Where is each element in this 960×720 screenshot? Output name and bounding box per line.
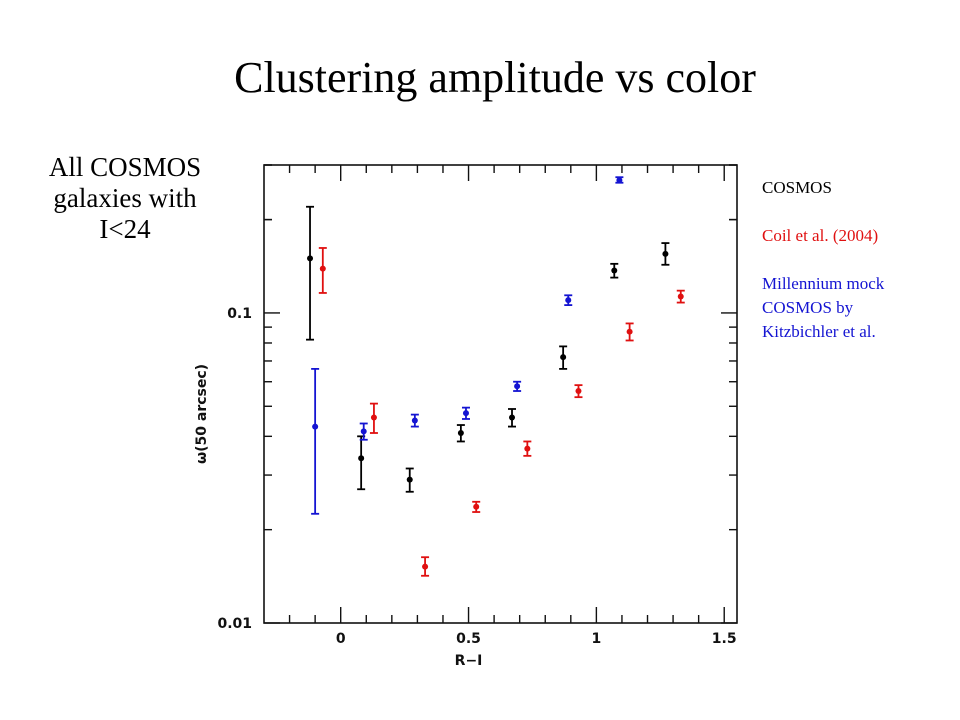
sample-description: All COSMOS galaxies with I<24 [30, 152, 220, 245]
data-marker [370, 414, 377, 421]
data-series [311, 176, 624, 515]
data-marker [626, 328, 633, 335]
sample-description-line: All COSMOS [48, 152, 202, 182]
sample-description-line: galaxies with [53, 183, 197, 213]
data-point [472, 500, 481, 513]
data-marker [312, 423, 319, 430]
x-tick-label: 0 [336, 631, 346, 647]
data-point [513, 380, 522, 392]
legend-label: COSMOS by [762, 298, 854, 317]
data-point [523, 440, 532, 457]
data-series [306, 205, 670, 493]
data-marker [411, 417, 418, 424]
data-marker [662, 250, 669, 257]
legend-entry-coil: Coil et al. (2004) [762, 224, 952, 248]
x-tick-label: 1 [592, 631, 602, 647]
data-marker [616, 177, 623, 184]
data-point [625, 322, 634, 342]
y-tick-label: 0.1 [227, 306, 252, 322]
x-tick-label: 1.5 [712, 631, 737, 647]
data-point [306, 205, 315, 341]
sample-description-line: I<24 [99, 214, 151, 244]
data-marker [422, 563, 429, 570]
data-marker [473, 503, 480, 510]
legend-label: Kitzbichler et al. [762, 322, 876, 341]
data-marker [307, 255, 314, 262]
data-marker [360, 428, 367, 435]
legend-entry-cosmos: COSMOS [762, 176, 952, 200]
data-marker [509, 414, 516, 421]
data-marker [406, 476, 413, 483]
legend: COSMOS Coil et al. (2004) Millennium moc… [762, 176, 952, 368]
data-marker [575, 388, 582, 395]
data-marker [319, 265, 326, 272]
data-point [574, 384, 583, 399]
y-axis-title: ω(50 arcsec) [194, 364, 210, 464]
x-tick-label: 0.5 [456, 631, 481, 647]
data-series [318, 247, 685, 577]
data-marker [457, 429, 464, 436]
legend-label: Coil et al. (2004) [762, 226, 879, 245]
data-point [359, 422, 368, 441]
data-point [405, 467, 414, 493]
data-point [318, 247, 327, 294]
data-point [421, 556, 430, 577]
data-point [357, 435, 366, 491]
x-axis-title: R−I [455, 653, 483, 669]
legend-label: COSMOS [762, 178, 832, 197]
data-point [508, 408, 517, 428]
data-marker [677, 293, 684, 300]
data-point [559, 345, 568, 370]
data-point [661, 242, 670, 266]
plot-frame [263, 164, 738, 624]
data-point [456, 424, 465, 443]
data-marker [358, 455, 365, 462]
data-marker [560, 354, 567, 361]
data-marker [524, 445, 531, 452]
data-point [676, 289, 685, 304]
data-marker [611, 267, 618, 274]
data-point [564, 294, 573, 306]
data-point [311, 367, 320, 515]
y-tick-label: 0.01 [217, 616, 252, 632]
data-point [369, 402, 378, 434]
data-point [615, 176, 624, 184]
data-marker [462, 410, 469, 417]
data-point [610, 262, 619, 279]
legend-label: Millennium mock [762, 274, 885, 293]
slide-title: Clustering amplitude vs color [234, 53, 756, 102]
data-point [410, 413, 419, 428]
data-marker [514, 383, 521, 390]
data-point [461, 406, 470, 420]
legend-entry-millennium: Millennium mock COSMOS by Kitzbichler et… [762, 272, 952, 344]
data-marker [565, 297, 572, 304]
